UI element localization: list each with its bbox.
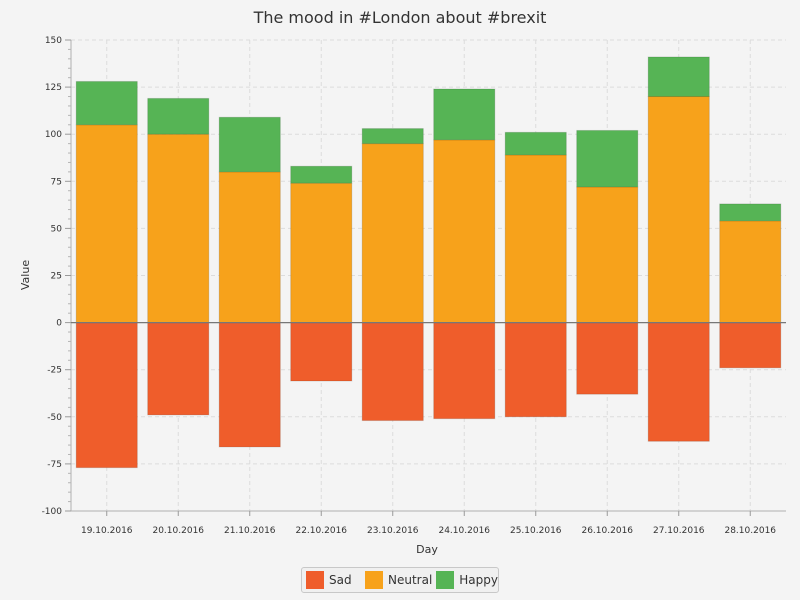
- x-tick-label: 23.10.2016: [367, 526, 419, 536]
- bar-happy-5: [433, 88, 496, 141]
- x-tick-label: 21.10.2016: [224, 526, 276, 536]
- legend-item-neutral: Neutral: [364, 571, 433, 589]
- y-tick-label: 100: [45, 130, 62, 140]
- x-tick-label: 28.10.2016: [724, 526, 776, 536]
- legend-item-happy: Happy: [436, 571, 498, 589]
- legend-label-sad: Sad: [329, 573, 352, 587]
- x-tick-label: 20.10.2016: [152, 526, 204, 536]
- x-axis-title: Day: [416, 543, 438, 556]
- legend-swatch-sad: [306, 571, 324, 589]
- bar-neutral-8: [647, 96, 710, 324]
- bar-neutral-9: [719, 220, 782, 324]
- bar-neutral-1: [147, 133, 210, 324]
- bar-neutral-0: [75, 124, 138, 324]
- bar-happy-0: [75, 80, 138, 126]
- bar-neutral-7: [576, 186, 639, 324]
- bar-happy-7: [576, 129, 639, 188]
- y-tick-label: -100: [42, 507, 63, 517]
- legend-swatch-neutral: [364, 571, 383, 589]
- bar-sad-6: [504, 322, 567, 418]
- bar-neutral-2: [218, 171, 281, 324]
- y-tick-label: -75: [47, 460, 62, 470]
- y-tick-label: 50: [51, 224, 63, 234]
- bar-sad-1: [147, 322, 210, 416]
- x-tick-label: 25.10.2016: [510, 526, 562, 536]
- y-tick-label: 0: [56, 319, 62, 329]
- legend: Sad Neutral Happy: [301, 567, 499, 593]
- bar-sad-3: [290, 322, 353, 382]
- bar-neutral-5: [433, 139, 496, 324]
- bar-happy-1: [147, 97, 210, 135]
- x-tick-label: 24.10.2016: [438, 526, 490, 536]
- bar-happy-8: [647, 56, 710, 98]
- bar-happy-2: [218, 116, 281, 173]
- y-tick-label: 125: [45, 83, 62, 93]
- y-tick-label: -50: [47, 413, 62, 423]
- bar-sad-4: [361, 322, 424, 422]
- chart-title: The mood in #London about #brexit: [253, 8, 547, 27]
- bar-sad-8: [647, 322, 710, 442]
- legend-item-sad: Sad: [306, 571, 361, 589]
- bar-happy-4: [361, 128, 424, 145]
- y-axis-title: Value: [19, 260, 32, 290]
- x-tick-label: 26.10.2016: [581, 526, 633, 536]
- bar-happy-6: [504, 131, 567, 156]
- bar-sad-2: [218, 322, 281, 448]
- legend-label-neutral: Neutral: [387, 573, 433, 587]
- y-tick-label: -25: [47, 366, 62, 376]
- y-tick-label: 25: [51, 272, 62, 282]
- x-tick-label: 22.10.2016: [295, 526, 347, 536]
- bar-neutral-3: [290, 182, 353, 324]
- legend-label-happy: Happy: [459, 573, 498, 587]
- bar-happy-9: [719, 203, 782, 222]
- bar-sad-0: [75, 322, 138, 469]
- legend-swatch-happy: [436, 571, 455, 589]
- bars: [75, 56, 782, 469]
- bar-happy-3: [290, 165, 353, 184]
- axes: -100 -75 -50 -25 0 25 50 75 100 125 150 19.10.2016 2…: [42, 36, 786, 536]
- bar-sad-7: [576, 322, 639, 395]
- y-tick-label: 75: [51, 177, 62, 187]
- y-tick-label: 150: [45, 36, 62, 46]
- bar-neutral-4: [361, 143, 424, 324]
- bar-sad-9: [719, 322, 782, 369]
- bar-neutral-6: [504, 154, 567, 324]
- x-tick-label: 19.10.2016: [81, 526, 133, 536]
- x-tick-label: 27.10.2016: [653, 526, 705, 536]
- bar-sad-5: [433, 322, 496, 420]
